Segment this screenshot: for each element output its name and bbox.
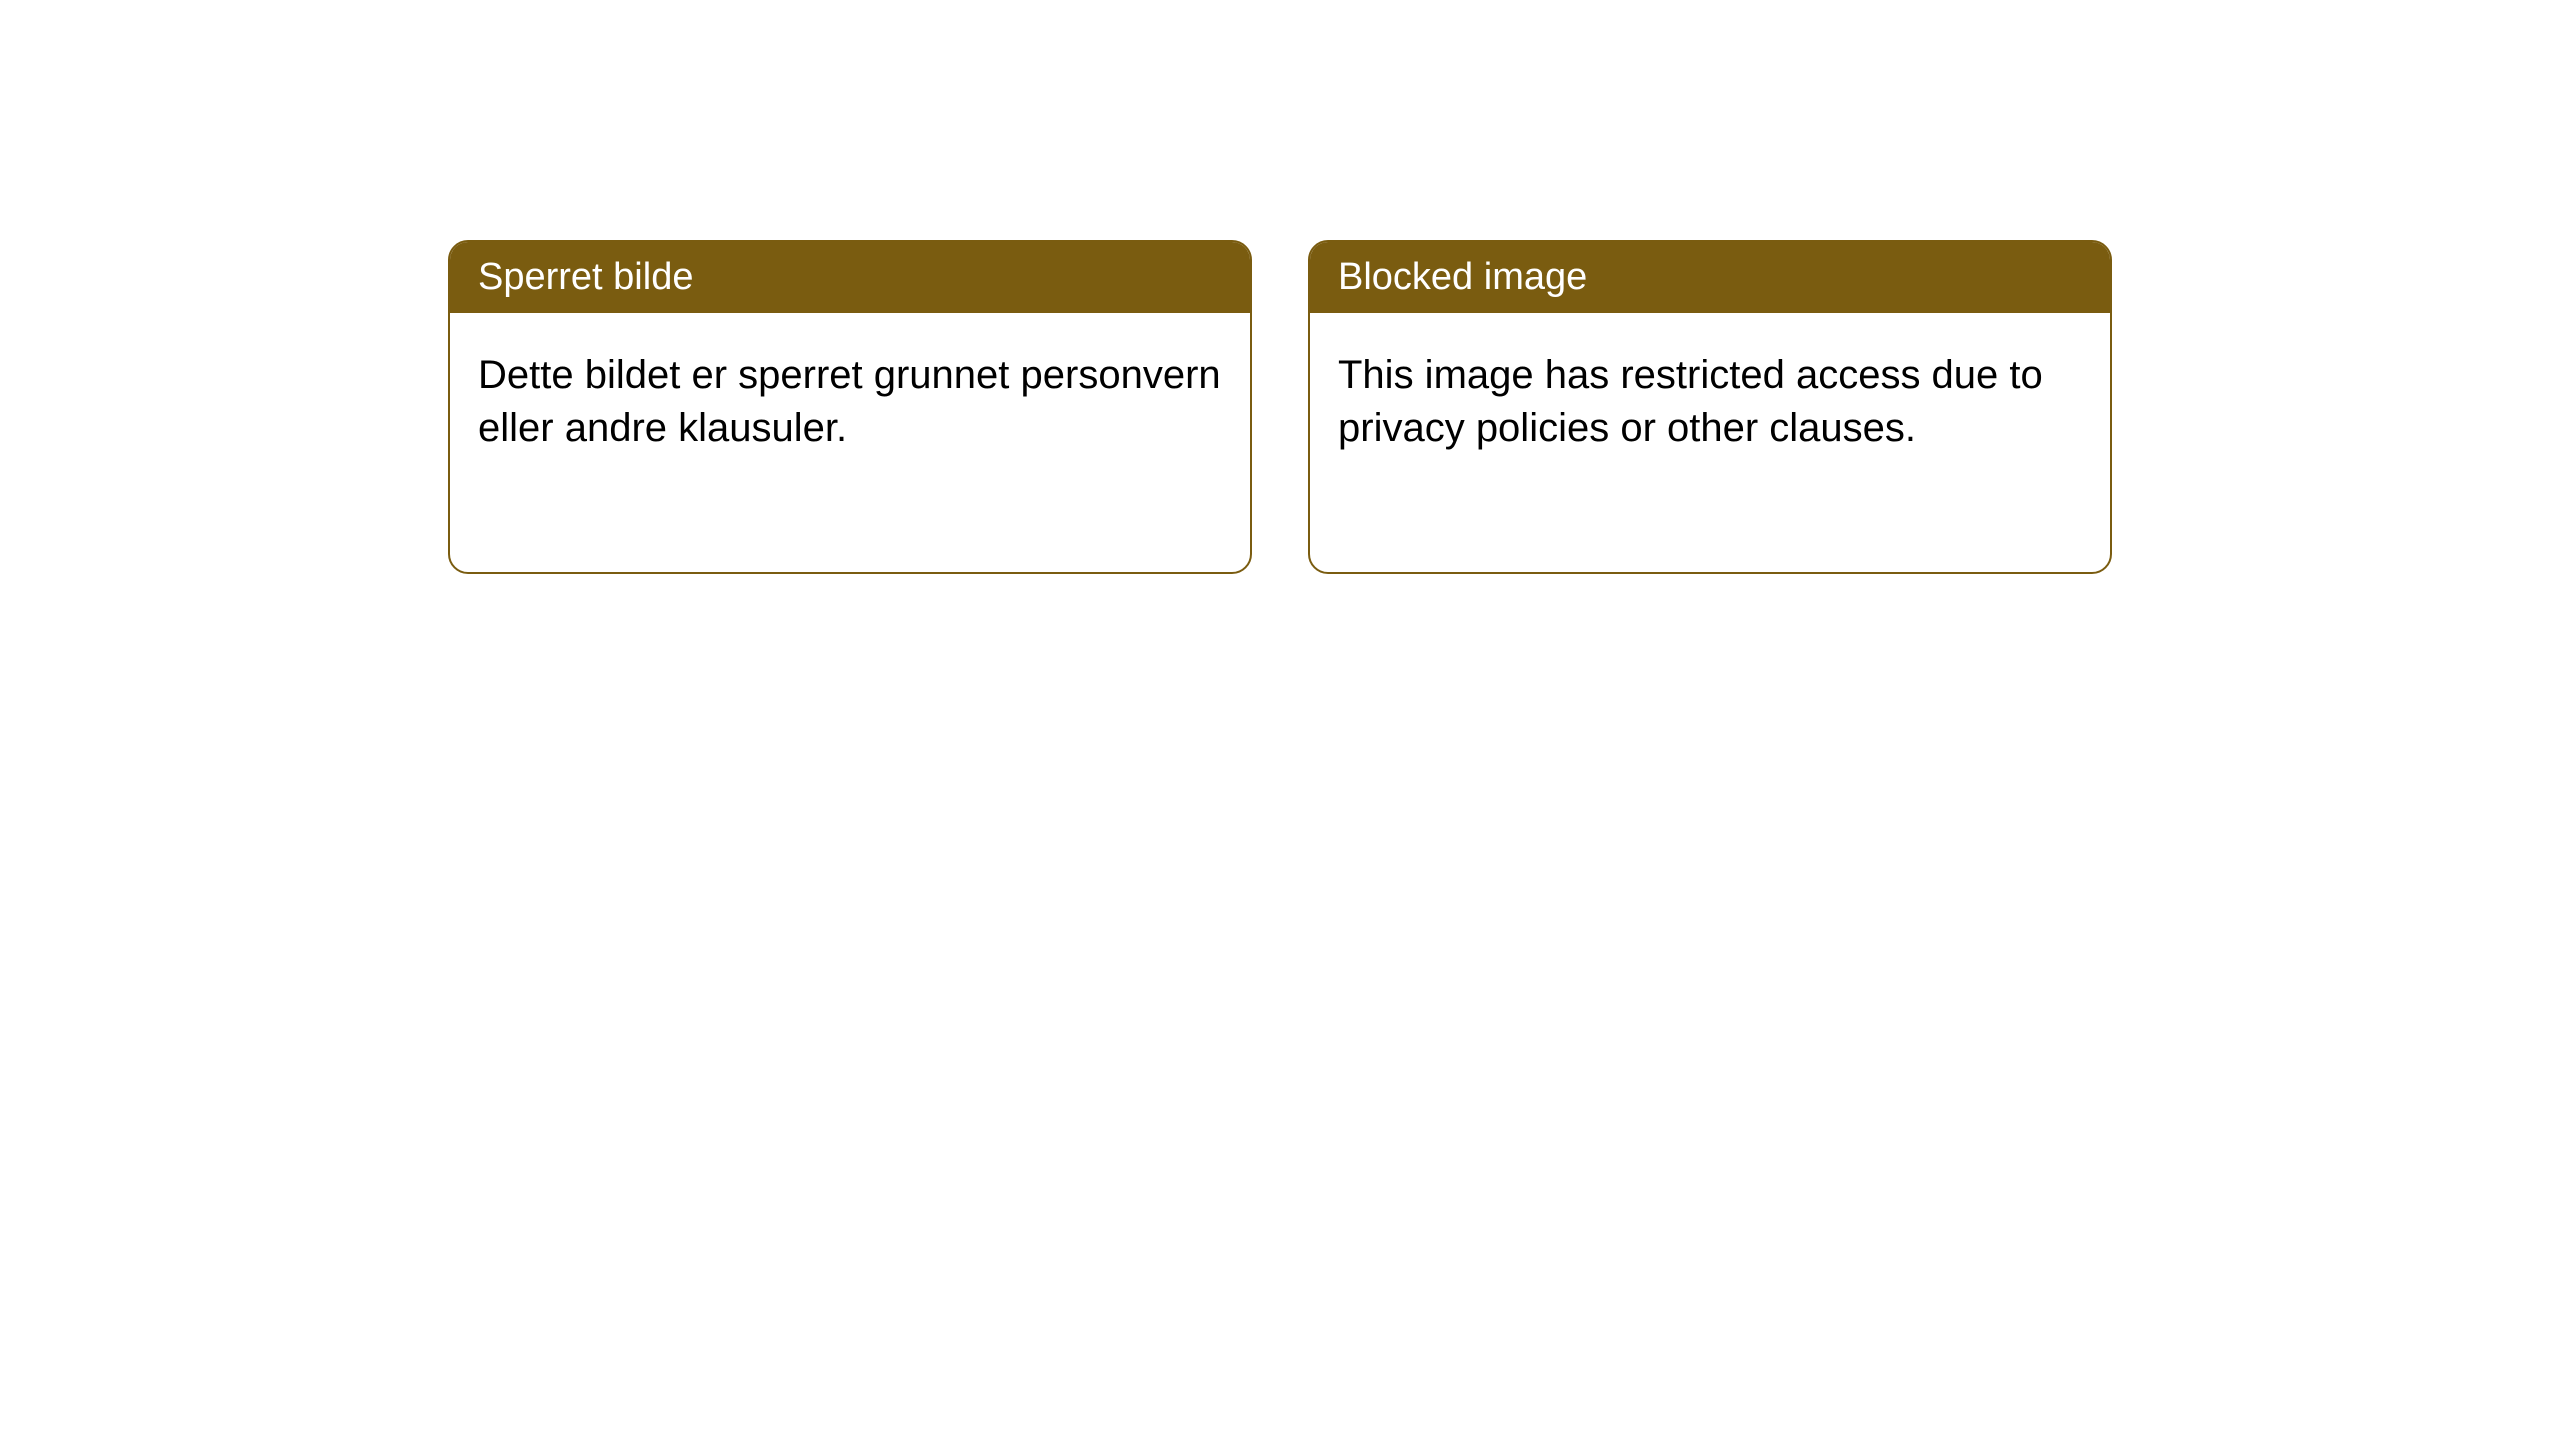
notice-container: Sperret bilde Dette bildet er sperret gr… [448, 240, 2112, 574]
notice-text: Dette bildet er sperret grunnet personve… [478, 353, 1221, 450]
notice-card-english: Blocked image This image has restricted … [1308, 240, 2112, 574]
notice-title: Blocked image [1338, 256, 1587, 298]
notice-body: Dette bildet er sperret grunnet personve… [450, 313, 1250, 491]
notice-header: Sperret bilde [450, 242, 1250, 313]
notice-card-norwegian: Sperret bilde Dette bildet er sperret gr… [448, 240, 1252, 574]
notice-title: Sperret bilde [478, 256, 693, 298]
notice-body: This image has restricted access due to … [1310, 313, 2110, 491]
notice-text: This image has restricted access due to … [1338, 353, 2043, 450]
notice-header: Blocked image [1310, 242, 2110, 313]
